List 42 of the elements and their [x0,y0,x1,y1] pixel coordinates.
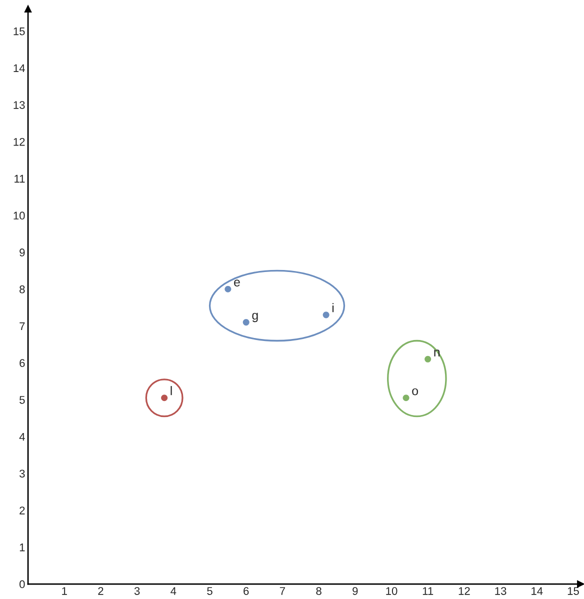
y-tick-label: 10 [14,212,25,220]
x-tick-label: 14 [532,587,543,595]
x-tick-label: 12 [458,587,470,595]
point [242,319,250,326]
x-tick-label: 15 [568,587,579,595]
point [402,394,410,402]
annotation: g [252,312,258,322]
y-tick-label: 3 [20,470,25,478]
annotation: i [332,303,334,312]
point [424,356,432,362]
point [322,312,330,318]
y-tick-label: 2 [20,506,25,514]
x-tick-label: 4 [170,587,176,595]
y-tick-label: 14 [14,64,25,72]
point [224,286,232,292]
y-tick-label: 9 [20,248,25,256]
x-tick-label: 13 [495,587,506,595]
x-tick-label: 7 [280,587,285,595]
annotation: l [170,386,172,396]
y-tick-label: 7 [20,322,25,330]
annotation: o [412,388,418,396]
x-tick-label: 8 [316,587,322,595]
x-tick-label: 9 [352,587,358,595]
y-tick-label: 12 [14,138,25,146]
y-tick-label: 8 [20,285,25,294]
y-tick-label: 6 [20,359,25,367]
point [145,378,184,418]
x-tick-label: 5 [207,587,212,595]
x-tick-label: 1 [62,587,67,595]
y-tick-label: 0 [20,580,25,588]
y-tick-label: 1 [20,544,25,552]
y-tick-label: 4 [19,432,25,441]
x-tick-label: 6 [244,587,249,595]
y-tick-label: 13 [14,101,25,109]
annotation: e [234,280,240,286]
x-tick-label: 3 [134,587,140,595]
x-tick-label: 10 [386,587,398,595]
y-tick-label: 11 [14,174,25,183]
y-tick-label: 15 [14,27,25,36]
y-tick-label: 5 [20,396,25,404]
x-tick-label: 2 [98,587,104,595]
x-tick-label: 11 [422,587,434,595]
